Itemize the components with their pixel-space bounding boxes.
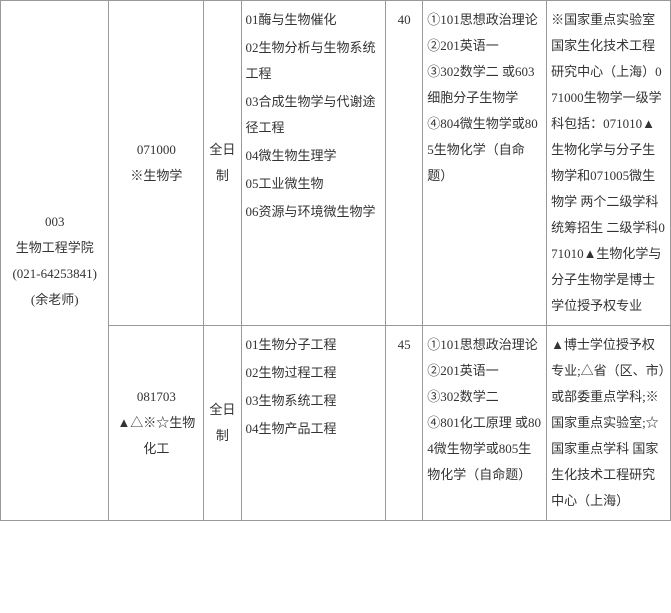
dept-code: 003 bbox=[5, 209, 104, 235]
major-cell: 081703 ▲△※☆生物化工 bbox=[109, 326, 204, 521]
note-cell: ▲博士学位授予权专业;△省（区、市）或部委重点学科;※国家重点实验室;☆国家重点… bbox=[547, 326, 671, 521]
dept-phone: (021-64253841) bbox=[5, 261, 104, 287]
direction-item: 01生物分子工程 bbox=[246, 332, 382, 358]
directions-cell: 01生物分子工程 02生物过程工程 03生物系统工程 04生物产品工程 bbox=[241, 326, 386, 521]
direction-item: 02生物过程工程 bbox=[246, 360, 382, 386]
program-table: 003 生物工程学院 (021-64253841) (余老师) 071000 ※… bbox=[0, 0, 671, 521]
major-name: ※生物学 bbox=[113, 163, 199, 189]
major-code: 081703 bbox=[113, 384, 199, 410]
direction-item: 06资源与环境微生物学 bbox=[246, 199, 382, 225]
exams-cell: ①101思想政治理论 ②201英语一 ③302数学二 ④801化工原理 或804… bbox=[423, 326, 547, 521]
direction-item: 03生物系统工程 bbox=[246, 388, 382, 414]
dept-contact: (余老师) bbox=[5, 287, 104, 313]
quota-cell: 40 bbox=[386, 1, 423, 326]
quota-cell: 45 bbox=[386, 326, 423, 521]
directions-cell: 01酶与生物催化 02生物分析与生物系统工程 03合成生物学与代谢途径工程 04… bbox=[241, 1, 386, 326]
dept-cell: 003 生物工程学院 (021-64253841) (余老师) bbox=[1, 1, 109, 521]
mode-cell: 全日制 bbox=[204, 326, 241, 521]
major-cell: 071000 ※生物学 bbox=[109, 1, 204, 326]
note-cell: ※国家重点实验室 国家生化技术工程研究中心（上海）071000生物学一级学科包括… bbox=[547, 1, 671, 326]
direction-item: 04微生物生理学 bbox=[246, 143, 382, 169]
mode-cell: 全日制 bbox=[204, 1, 241, 326]
direction-item: 05工业微生物 bbox=[246, 171, 382, 197]
direction-item: 01酶与生物催化 bbox=[246, 7, 382, 33]
direction-item: 02生物分析与生物系统工程 bbox=[246, 35, 382, 87]
major-code: 071000 bbox=[113, 137, 199, 163]
direction-item: 03合成生物学与代谢途径工程 bbox=[246, 89, 382, 141]
major-name: ▲△※☆生物化工 bbox=[113, 410, 199, 462]
exams-cell: ①101思想政治理论 ②201英语一 ③302数学二 或603细胞分子生物学 ④… bbox=[423, 1, 547, 326]
table-row: 003 生物工程学院 (021-64253841) (余老师) 071000 ※… bbox=[1, 1, 671, 326]
dept-name: 生物工程学院 bbox=[5, 235, 104, 261]
direction-item: 04生物产品工程 bbox=[246, 416, 382, 442]
